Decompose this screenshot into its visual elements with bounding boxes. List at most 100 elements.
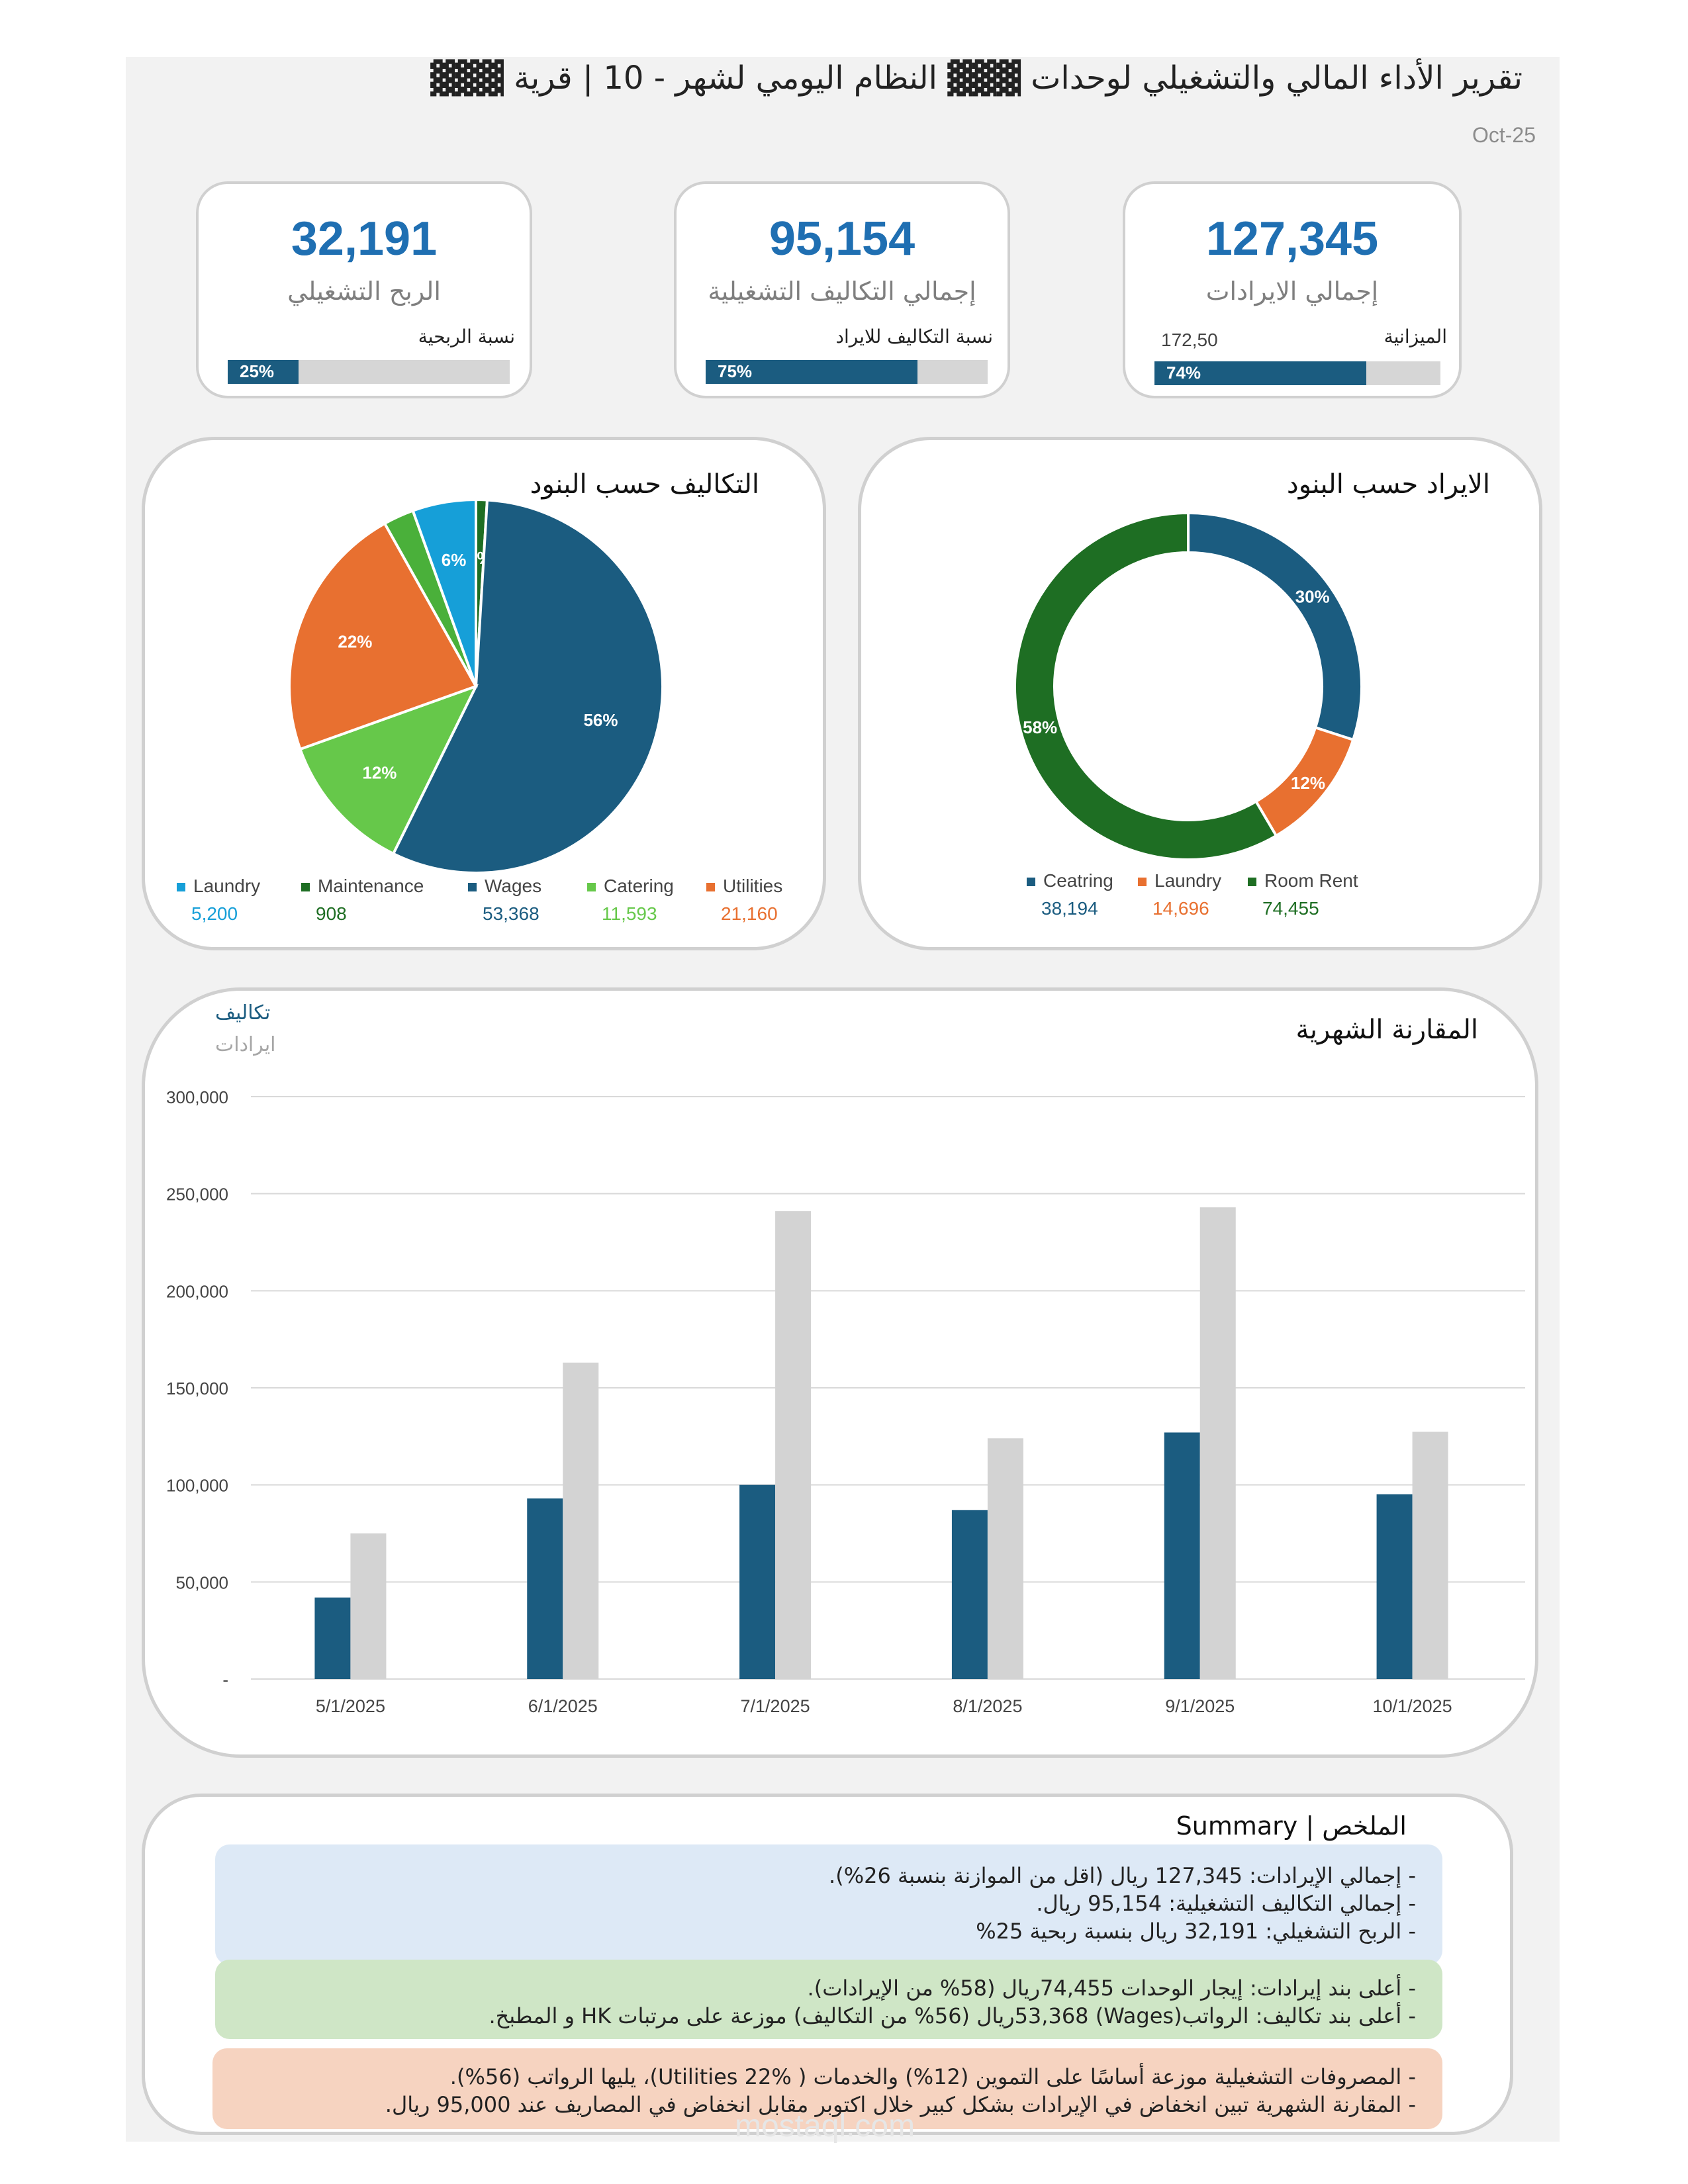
legend-item-catering: Catering: [587, 876, 674, 897]
monthly-legend-revenue: ايرادات: [215, 1033, 276, 1056]
legend-swatch: [301, 883, 310, 892]
legend-swatch: [1248, 878, 1256, 887]
legend-label: Maintenance: [318, 876, 424, 896]
summary-line: - إجمالي التكاليف التشغيلية: 95,154 ريال…: [1036, 1891, 1416, 1916]
monthly-title: المقارنة الشهرية: [1295, 1015, 1478, 1045]
legend-swatch: [468, 883, 477, 892]
kpi-card-revenue: 127,345 إجمالي الايرادات الميزانية 172,5…: [1123, 181, 1462, 398]
legend-label: Laundry: [193, 876, 261, 896]
legend-swatch: [706, 883, 715, 892]
bar-costs: [314, 1597, 351, 1679]
kpi-costs-value: 95,154: [769, 212, 915, 265]
y-tick-label: 250,000: [166, 1185, 228, 1205]
slice-ceatring: [1187, 511, 1363, 742]
summary-line: - إجمالي الإيرادات: 127,345 ريال (اقل من…: [829, 1863, 1416, 1888]
costs-pie-panel: التكاليف حسب البنود 1% 56% 12% 22% 6% Laundr…: [142, 437, 826, 950]
bar-revenue: [987, 1438, 1023, 1679]
legend-label: Ceatring: [1043, 870, 1113, 891]
slice-wages: [391, 498, 664, 874]
legend-item-laundry: Laundry: [177, 876, 260, 897]
kpi-costs-label: إجمالي التكاليف التشغيلية: [708, 277, 976, 306]
y-tick-label: 100,000: [166, 1476, 228, 1496]
revenue-donut-title: الايراد حسب البنود: [1286, 469, 1490, 500]
legend-value: 14,696: [1152, 898, 1209, 919]
kpi-profit-label: الربح التشغيلي: [287, 277, 441, 306]
legend-value: 908: [316, 903, 347, 924]
legend-item-utilities: Utilities: [706, 876, 782, 897]
x-tick-label: 10/1/2025: [1373, 1696, 1452, 1716]
report-title: تقرير الأداء المالي والتشغيلي لوحدات ▓▓▓…: [430, 60, 1523, 97]
legend-value: 11,593: [602, 903, 657, 924]
kpi-revenue-progress: 74%: [1154, 361, 1440, 385]
bar-costs: [951, 1510, 988, 1679]
x-tick-label: 6/1/2025: [528, 1696, 598, 1716]
slice-label: 6%: [442, 550, 467, 570]
slice-label: 22%: [338, 632, 372, 652]
legend-item-wages: Wages: [468, 876, 541, 897]
kpi-card-costs: 95,154 إجمالي التكاليف التشغيلية نسبة ال…: [674, 181, 1010, 398]
legend-value: 21,160: [721, 903, 778, 924]
legend-swatch: [587, 883, 596, 892]
summary-line: - أعلى بند إيرادات: إيجار الوحدات 74,455…: [807, 1976, 1416, 2001]
kpi-costs-progress: 75%: [706, 360, 988, 384]
summary-box-analysis: - المصروفات التشغيلية موزعة أساسًا على ا…: [212, 2048, 1442, 2129]
legend-item-ceatring: Ceatring: [1027, 870, 1113, 891]
legend-swatch: [1138, 878, 1147, 887]
x-tick-label: 5/1/2025: [316, 1696, 385, 1716]
kpi-profit-progress-label: 25%: [240, 361, 275, 381]
kpi-revenue-label: إجمالي الايرادات: [1205, 277, 1379, 306]
bar-costs: [527, 1498, 563, 1679]
slice-utilities: [288, 522, 478, 751]
x-tick-label: 7/1/2025: [741, 1696, 810, 1716]
kpi-profit-progress: 25%: [228, 360, 510, 384]
slice-laundry: [411, 498, 477, 687]
x-tick-label: 9/1/2025: [1165, 1696, 1235, 1716]
slice-room-rent: [1013, 511, 1278, 861]
y-tick-label: 200,000: [166, 1281, 228, 1301]
bar-revenue: [775, 1211, 812, 1679]
y-tick-label: 50,000: [175, 1572, 228, 1592]
y-tick-label: 300,000: [166, 1087, 228, 1107]
summary-title: الملخص | Summary: [1176, 1811, 1407, 1841]
legend-item-room-rent: Room Rent: [1248, 870, 1358, 891]
monthly-bar-chart: - 50,000 100,000 150,000 200,000 250,000 300,0…: [166, 1087, 1525, 1716]
bar-costs: [1164, 1432, 1200, 1679]
slice-catering: [298, 684, 479, 856]
legend-item-laundry: Laundry: [1138, 870, 1221, 891]
revenue-donut-chart: 30% 12% 58%: [1013, 511, 1363, 861]
y-tick-label: -: [222, 1670, 228, 1690]
legend-item-maintenance: Maintenance: [301, 876, 424, 897]
legend-label: Catering: [604, 876, 674, 896]
legend-label: Room Rent: [1264, 870, 1358, 891]
kpi-revenue-sub-label: الميزانية: [1383, 326, 1447, 347]
kpi-revenue-value: 127,345: [1205, 212, 1379, 265]
y-tick-label: 150,000: [166, 1379, 228, 1398]
legend-swatch: [1027, 878, 1035, 887]
slice-label: 58%: [1023, 717, 1057, 737]
x-tick-label: 8/1/2025: [953, 1696, 1022, 1716]
legend-label: Laundry: [1154, 870, 1222, 891]
slice-label: 12%: [362, 763, 397, 783]
summary-line: - الربح التشغيلي: 32,191 ريال بنسبة ربحي…: [976, 1919, 1416, 1944]
monthly-legend-costs: تكاليف: [215, 1001, 271, 1024]
legend-label: Wages: [485, 876, 542, 896]
kpi-profit-sub-label: نسبة الربحية: [418, 326, 515, 347]
kpi-card-profit: 32,191 الربح التشغيلي نسبة الربحية 25%: [196, 181, 532, 398]
legend-swatch: [177, 883, 185, 892]
bar-costs: [739, 1484, 776, 1679]
monthly-comparison-panel: المقارنة الشهرية تكاليف ايرادات - 50,000 1…: [142, 987, 1538, 1758]
legend-value: 53,368: [483, 903, 539, 924]
summary-line: - المصروفات التشغيلية موزعة أساسًا على ا…: [449, 2064, 1416, 2089]
summary-box-totals: - إجمالي الإيرادات: 127,345 ريال (اقل من…: [215, 1844, 1442, 1965]
costs-pie-chart: 1%56%12%22%6%: [288, 498, 664, 874]
legend-label: Utilities: [723, 876, 783, 896]
summary-panel: الملخص | Summary - إجمالي الإيرادات: 127…: [142, 1794, 1513, 2135]
kpi-revenue-budget-value: 172,50: [1161, 330, 1218, 350]
slice-label: 12%: [1291, 773, 1325, 793]
bar-revenue: [350, 1533, 387, 1679]
slice-label: 30%: [1295, 587, 1330, 607]
kpi-costs-progress-label: 75%: [718, 361, 753, 381]
bar-costs: [1376, 1494, 1413, 1679]
summary-line: - المقارنة الشهرية تبين انخفاض في الإيرا…: [385, 2092, 1416, 2117]
kpi-profit-value: 32,191: [291, 212, 438, 265]
